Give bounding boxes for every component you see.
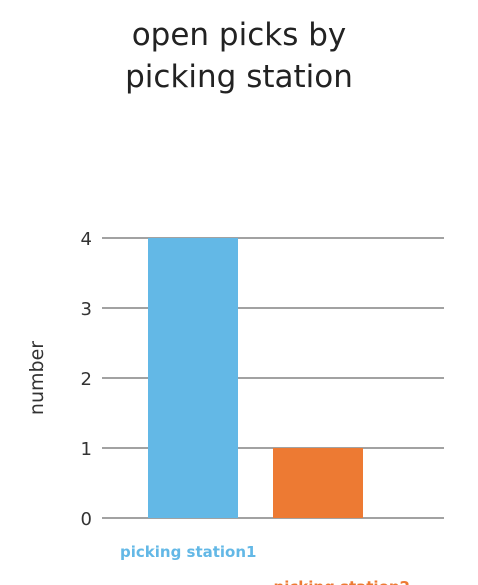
y-tick-label-3: 3	[81, 299, 92, 320]
bar-1[interactable]	[148, 238, 238, 518]
y-tick-label-0: 0	[81, 509, 92, 530]
chart-title-line-1: open picks by	[131, 17, 347, 53]
chart-title-line-2: picking station	[125, 59, 353, 95]
bars	[148, 238, 363, 518]
bar-2[interactable]	[273, 448, 363, 518]
category-labels: picking station1 picking station2	[120, 543, 410, 585]
y-tick-label-4: 4	[81, 229, 92, 250]
y-axis-label: number	[26, 341, 48, 415]
y-tick-labels: 0 1 2 3 4	[81, 229, 92, 530]
y-tick-label-2: 2	[81, 369, 92, 390]
category-label-1: picking station1	[120, 543, 256, 561]
y-tick-label-1: 1	[81, 439, 92, 460]
chart-title: open picks by picking station	[0, 14, 478, 98]
category-label-2: picking station2	[274, 578, 410, 585]
